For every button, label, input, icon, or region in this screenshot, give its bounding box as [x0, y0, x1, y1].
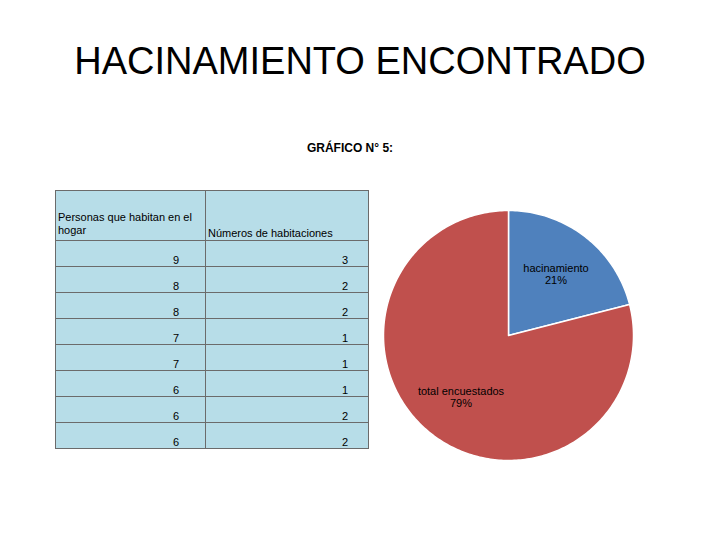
html-text:2: 2 [341, 410, 348, 422]
html-text:2: 2 [341, 436, 348, 448]
html-text:1: 1 [341, 384, 348, 396]
html-text:GRÁFICO N° 5:: GRÁFICO N° 5: [306, 141, 394, 155]
html-text:8: 8 [172, 280, 179, 292]
html-text:6: 6 [172, 436, 179, 448]
html-text:3: 3 [341, 254, 348, 266]
html-text:7: 7 [172, 332, 179, 344]
html-text:2: 2 [341, 280, 348, 292]
html-text:8: 8 [172, 306, 179, 318]
html-text:1: 1 [341, 358, 348, 370]
html-text:7: 7 [172, 358, 179, 370]
html-text:2: 2 [341, 306, 348, 318]
svg-text:hacinamiento21%: hacinamiento21% [523, 262, 588, 286]
html-text:9: 9 [172, 254, 179, 266]
html-text:Números de habitaciones: Números de habitaciones [208, 227, 333, 239]
html-text:HACINAMIENTO ENCONTRADO: HACINAMIENTO ENCONTRADO [74, 40, 646, 82]
html-text:6: 6 [172, 384, 179, 396]
html-text:Personas que habitan en el hog: Personas que habitan en el hogar [58, 211, 192, 236]
html-text:6: 6 [172, 410, 179, 422]
html-text:1: 1 [341, 332, 348, 344]
svg-text:total encuestados79%: total encuestados79% [418, 385, 505, 409]
